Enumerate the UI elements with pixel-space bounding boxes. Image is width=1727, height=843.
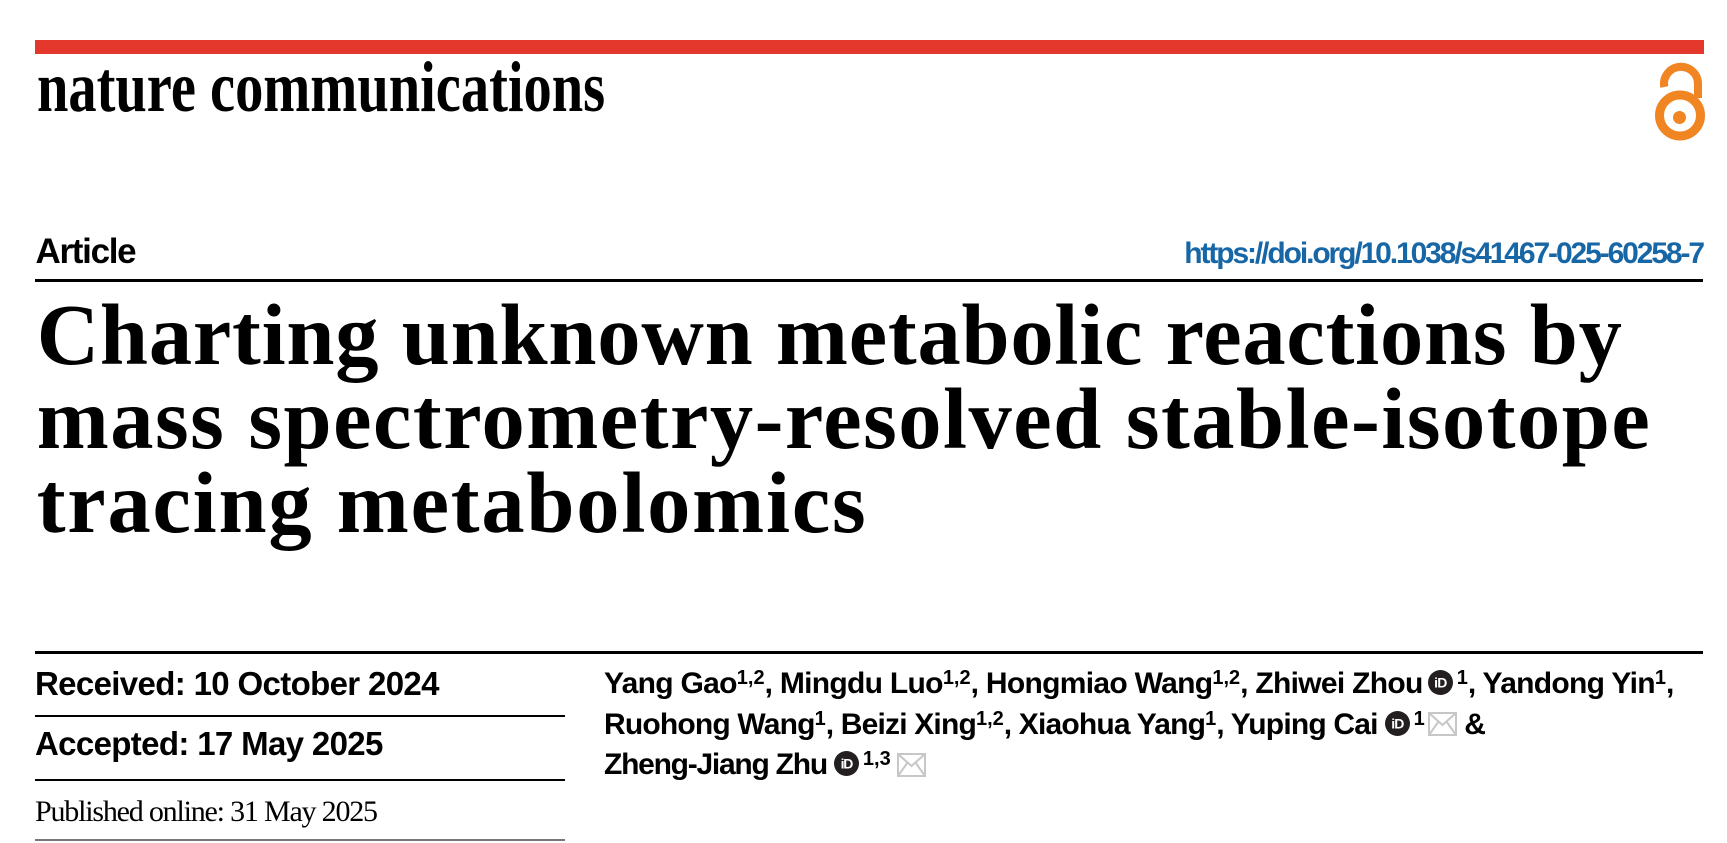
svg-text:iD: iD — [1391, 715, 1404, 731]
svg-text:iD: iD — [841, 756, 854, 772]
svg-text:iD: iD — [1434, 675, 1447, 691]
